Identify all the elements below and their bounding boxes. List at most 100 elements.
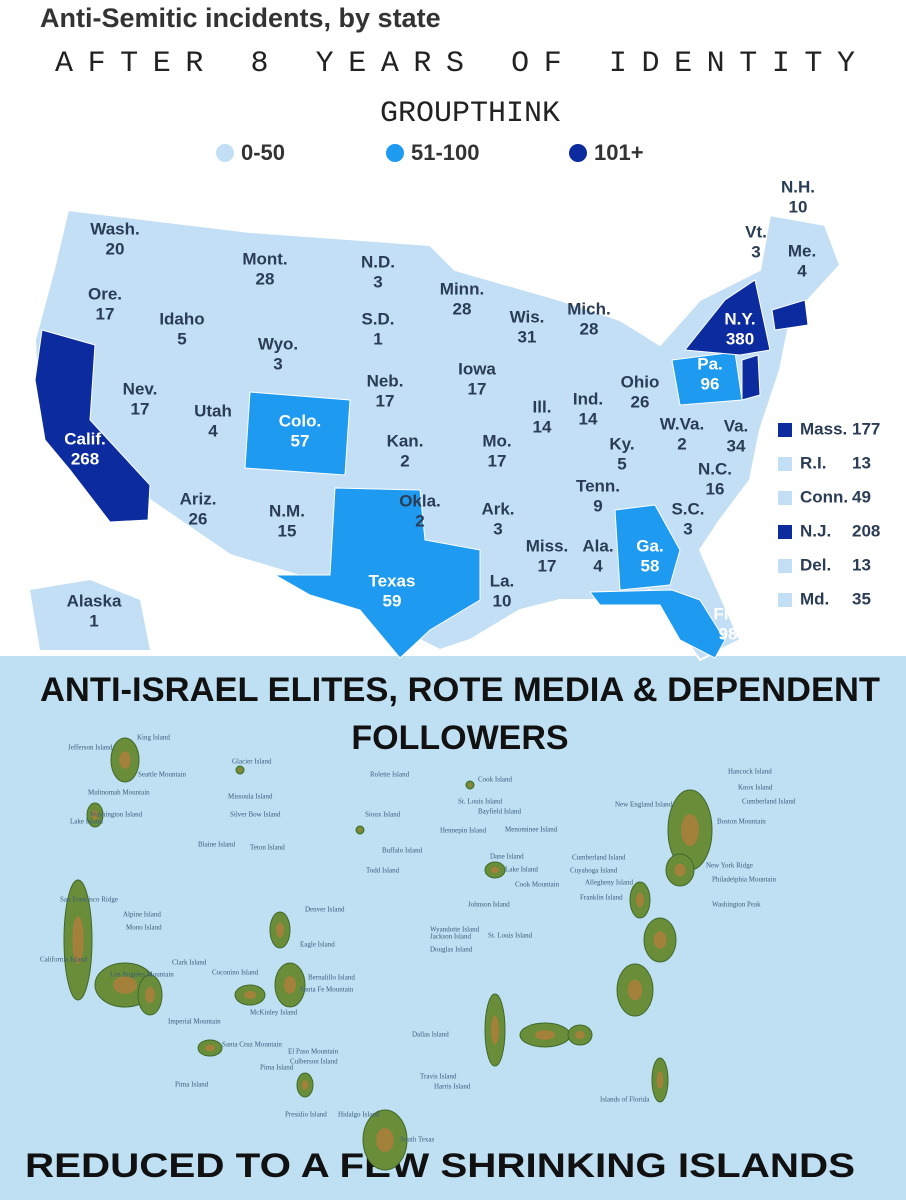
state-value: 96 [701,374,720,393]
state-value: 380 [726,329,754,348]
state-name: Okla. [399,491,441,510]
state-name: Calif. [64,429,106,448]
legend-label: 101+ [594,140,644,165]
state-name: Ill. [533,397,552,416]
state-value: 16 [706,479,725,498]
state-value: 59 [383,591,402,610]
island-peak [284,976,296,994]
state-name: Utah [194,401,232,420]
island-label: Denver Island [305,906,345,914]
state-value: 26 [189,509,208,528]
island-label: Pima Island [260,1064,294,1072]
ny-shape [684,279,771,356]
state-name: N.D. [361,252,395,271]
island-label: Mono Island [126,924,162,932]
state-value: 1 [373,329,382,348]
legend-label: 0-50 [241,140,285,165]
island-label: Bernalillo Island [308,974,355,982]
island-label: Todd Island [366,867,400,875]
island-label: Missoula Island [228,793,273,801]
state-value: 20 [106,239,125,258]
state-value: 15 [278,521,297,540]
island-label: New England Island [615,801,673,809]
state-value: 3 [751,242,760,261]
island-label: Hennepin Island [440,827,487,835]
island-peak [376,1128,394,1152]
state-value: 34 [727,436,746,455]
island-label: Coconino Island [212,969,259,977]
state-value: 268 [71,449,99,468]
state-value: 1 [89,611,98,630]
state-value: 5 [617,454,626,473]
island-label: Sioux Island [365,811,401,819]
island-label: Dane Island [490,853,524,861]
state-name: Alaska [67,591,122,610]
small-state-value: 177 [852,419,880,438]
state-name: Mich. [567,299,610,318]
island-label: Rolette Island [370,771,410,779]
island-label: Boston Mountain [717,818,766,826]
island-label: Alpine Island [123,911,161,919]
state-name: Ala. [582,536,613,555]
island-label: Menominee Island [505,826,558,834]
island-peak [681,814,699,846]
island-label: Clark Island [172,959,207,967]
state-name: Vt. [745,222,767,241]
island-label: Multnomah Mountain [88,789,150,797]
state-name: Ky. [609,434,634,453]
state-name: Ohio [621,372,660,391]
state-value: 3 [273,354,282,373]
state-value: 58 [641,556,660,575]
state-value: 2 [415,511,424,530]
island-label: Johnson Island [468,901,510,909]
island-label: St. Louis Island [458,798,503,806]
island-label: Buffalo Island [382,847,423,855]
state-name: Colo. [279,411,322,430]
state-name: Ga. [636,536,663,555]
island-label: Cumberland Island [742,798,796,806]
small-state-swatch [778,559,792,573]
state-name: Kan. [387,431,424,450]
island-peak [205,1044,215,1052]
island-label: Cook Island [478,776,513,784]
island-label: Eagle Island [300,941,335,949]
state-name: Minn. [440,279,484,298]
state-value: 3 [493,519,502,538]
island-label: Cook Mountain [515,881,560,889]
state-name: Ariz. [180,489,217,508]
state-name: Texas [369,571,416,590]
state-value: 28 [256,269,275,288]
island-peak [244,991,256,999]
island-label: Travis Island [420,1073,457,1081]
island-label: Cuyahoga Island [570,867,618,875]
small-state-swatch [778,525,792,539]
state-name: Wis. [510,307,545,326]
island-label: Jackson Island [430,933,472,941]
state-value: 28 [580,319,599,338]
footer: REDUCED TO A FEW SHRINKING ISLANDS [25,1147,855,1185]
island-label: San Francisco Ridge [60,896,118,904]
state-value: 26 [631,392,650,411]
island-peak [468,783,472,787]
legend-swatch [569,144,587,162]
calif-shape [34,329,151,523]
island-label: Silver Bow Island [230,811,281,819]
island-label: Philadelphia Mountain [712,876,776,884]
island-peak [535,1030,555,1040]
island-label: Imperial Mountain [168,1018,221,1026]
state-name: Wash. [90,219,139,238]
island-label: Hidalgo Island [338,1111,380,1119]
state-value: 57 [291,431,310,450]
island-label: New York Ridge [706,862,753,870]
island-peak [145,987,155,1003]
alaska-shape [30,580,150,650]
island-label: Santa Cruz Mountain [222,1041,282,1049]
state-name: Me. [788,241,816,260]
island-label: Washington Island [90,811,143,819]
bottom-background [0,656,906,1200]
island-label: Lake Island [505,866,538,874]
state-value: 17 [96,304,115,323]
island-label: Bayfield Island [478,808,521,816]
legend-swatch [386,144,404,162]
island-peak [491,866,499,874]
